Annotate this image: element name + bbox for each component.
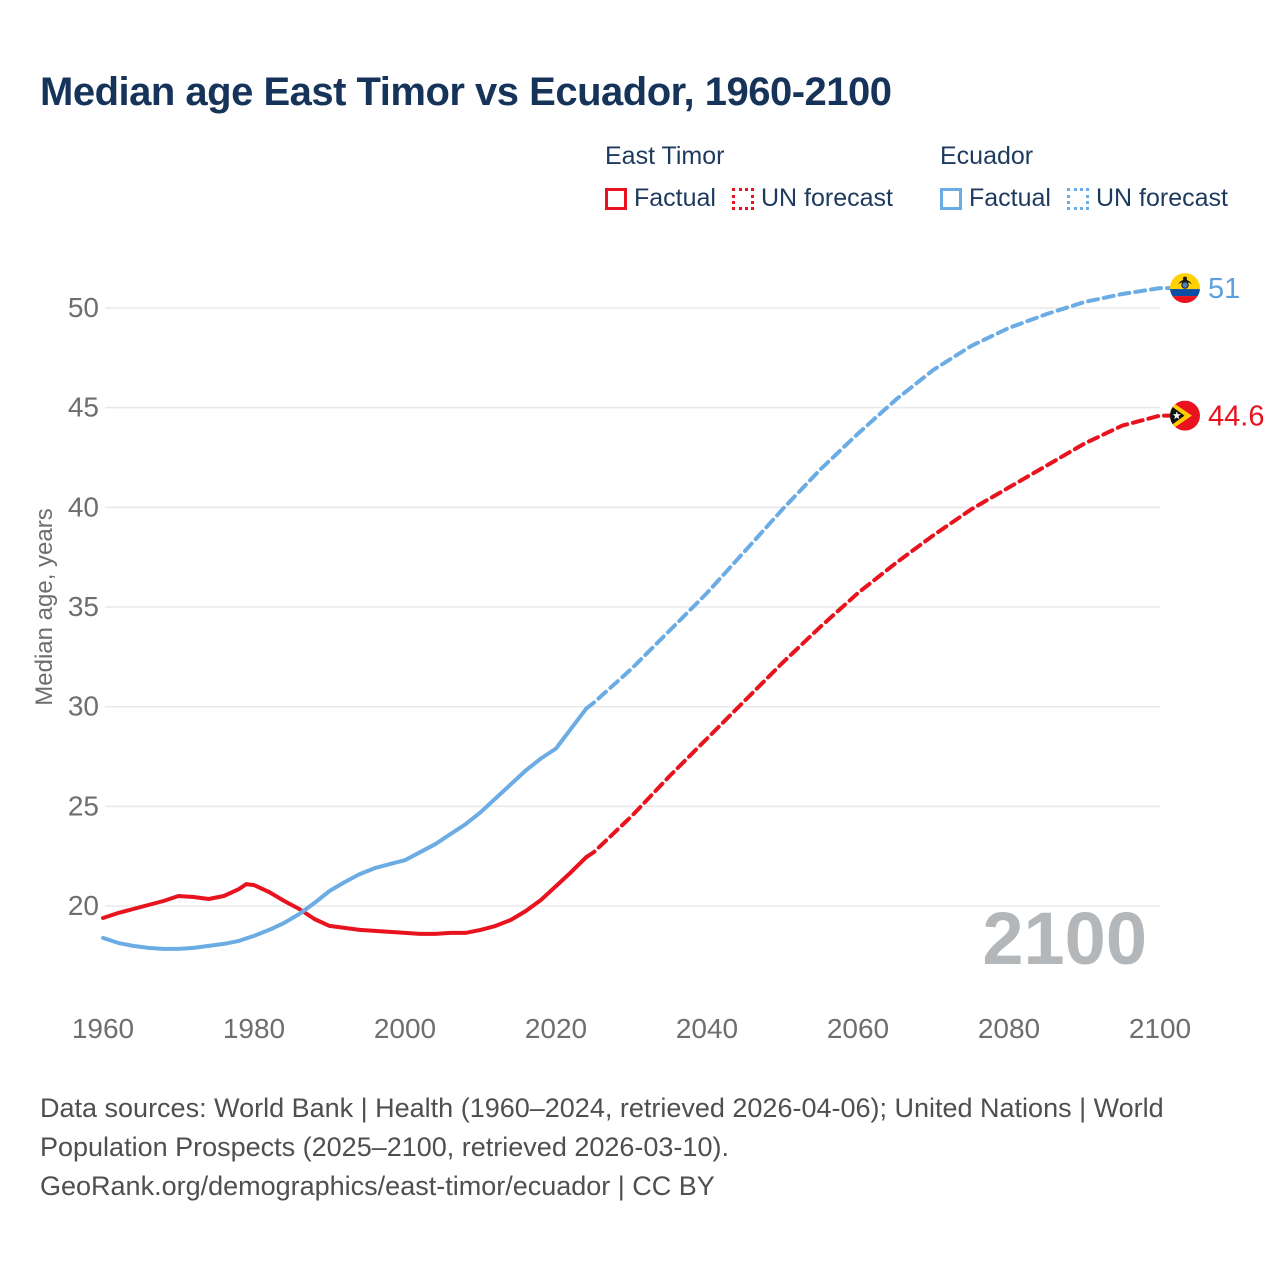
legend-swatch-dotted-icon	[1066, 187, 1089, 210]
y-tick-label: 35	[68, 591, 99, 622]
data-sources-footer: Data sources: World Bank | Health (1960–…	[40, 1089, 1250, 1206]
legend-item-east-timor-factual: Factual	[605, 184, 716, 213]
series-line-east-timor-factual	[101, 855, 589, 936]
legend-item-label: UN forecast	[1095, 184, 1228, 212]
x-tick-label: 2040	[676, 1013, 738, 1044]
legend-swatch-solid-icon	[605, 187, 627, 210]
legend-group-label: Ecuador	[940, 142, 1034, 170]
y-tick-label: 50	[68, 292, 99, 323]
footer-line: Data sources: World Bank | Health (1960–…	[40, 1093, 1164, 1123]
east-timor-flag-icon	[1170, 400, 1200, 431]
y-tick-label: 45	[68, 392, 99, 423]
legend-group-east-timor: East Timor Factual UN forecast	[605, 142, 893, 213]
chart-title: Median age East Timor vs Ecuador, 1960-2…	[40, 70, 892, 114]
series-line-ecuador-forecast	[584, 286, 1184, 711]
y-axis-label: Median age, years	[31, 508, 58, 705]
legend-item-label: UN forecast	[760, 184, 893, 212]
legend-item-ecuador-forecast: UN forecast	[1066, 184, 1228, 213]
x-tick-label: 2080	[978, 1013, 1040, 1044]
x-tick-label: 2000	[374, 1013, 436, 1044]
legend-group-ecuador: Ecuador Factual UN forecast	[940, 142, 1228, 213]
legend-item-label: Factual	[969, 184, 1051, 212]
y-tick-label: 40	[68, 491, 99, 522]
legend-item-label: Factual	[634, 184, 716, 212]
y-tick-label: 20	[68, 890, 99, 921]
watermark-year: 2100	[982, 897, 1147, 980]
legend-swatch-solid-icon	[940, 187, 962, 210]
y-tick-label: 25	[68, 790, 99, 821]
x-tick-label: 2060	[827, 1013, 889, 1044]
legend-row: Factual UN forecast	[605, 184, 893, 213]
series-line-ecuador-factual	[101, 706, 589, 951]
y-tick-label: 30	[68, 691, 99, 722]
ecuador-flag-icon	[1170, 273, 1200, 304]
legend-swatch-dotted-icon	[731, 187, 754, 210]
legend-item-ecuador-factual: Factual	[940, 184, 1051, 213]
footer-line: Population Prospects (2025–2100, retriev…	[40, 1132, 729, 1162]
x-tick-label: 1960	[72, 1013, 134, 1044]
legend-item-east-timor-forecast: UN forecast	[731, 184, 893, 213]
series-line-east-timor-forecast	[584, 413, 1184, 860]
x-tick-label: 2020	[525, 1013, 587, 1044]
footer-link-line: GeoRank.org/demographics/east-timor/ecua…	[40, 1171, 715, 1201]
x-tick-label: 2100	[1129, 1013, 1191, 1044]
legend-group-label: East Timor	[605, 142, 725, 170]
x-tick-label: 1980	[223, 1013, 285, 1044]
end-value-label-east-timor: 44.6	[1208, 401, 1264, 433]
end-value-label-ecuador: 51	[1208, 273, 1240, 305]
legend-row: Factual UN forecast	[940, 184, 1228, 213]
